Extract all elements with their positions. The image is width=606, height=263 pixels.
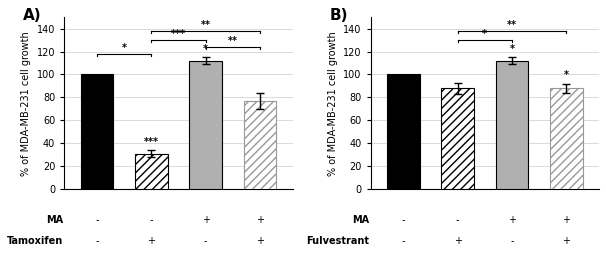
Bar — [189, 61, 222, 189]
Bar — [244, 101, 276, 189]
Text: Fulvestrant: Fulvestrant — [307, 236, 370, 246]
Bar — [441, 88, 474, 189]
Text: +: + — [508, 215, 516, 225]
Text: B): B) — [330, 8, 348, 23]
Text: **: ** — [228, 36, 238, 46]
Text: *: * — [564, 70, 569, 80]
Text: *: * — [510, 44, 514, 54]
Text: -: - — [456, 215, 459, 225]
Text: +: + — [202, 215, 210, 225]
Text: +: + — [147, 236, 155, 246]
Y-axis label: % of MDA-MB-231 cell growth: % of MDA-MB-231 cell growth — [327, 31, 338, 176]
Text: -: - — [95, 236, 99, 246]
Bar — [135, 154, 168, 189]
Text: -: - — [150, 215, 153, 225]
Text: +: + — [562, 236, 570, 246]
Text: A): A) — [23, 8, 42, 23]
Text: -: - — [204, 236, 207, 246]
Text: MA: MA — [46, 215, 63, 225]
Bar — [81, 74, 113, 189]
Text: +: + — [256, 215, 264, 225]
Text: **: ** — [201, 20, 211, 30]
Text: +: + — [562, 215, 570, 225]
Bar — [387, 74, 419, 189]
Text: -: - — [401, 215, 405, 225]
Text: **: ** — [507, 20, 517, 30]
Bar — [496, 61, 528, 189]
Y-axis label: % of MDA-MB-231 cell growth: % of MDA-MB-231 cell growth — [21, 31, 31, 176]
Text: *: * — [122, 43, 127, 53]
Text: +: + — [454, 236, 462, 246]
Text: +: + — [256, 236, 264, 246]
Text: ***: *** — [89, 137, 104, 147]
Text: -: - — [510, 236, 514, 246]
Text: -: - — [401, 236, 405, 246]
Text: Tamoxifen: Tamoxifen — [7, 236, 63, 246]
Text: *: * — [482, 29, 487, 39]
Text: *: * — [203, 44, 208, 54]
Text: ***: *** — [171, 29, 186, 39]
Text: ***: *** — [144, 137, 159, 147]
Bar — [550, 88, 583, 189]
Text: MA: MA — [352, 215, 370, 225]
Text: -: - — [95, 215, 99, 225]
